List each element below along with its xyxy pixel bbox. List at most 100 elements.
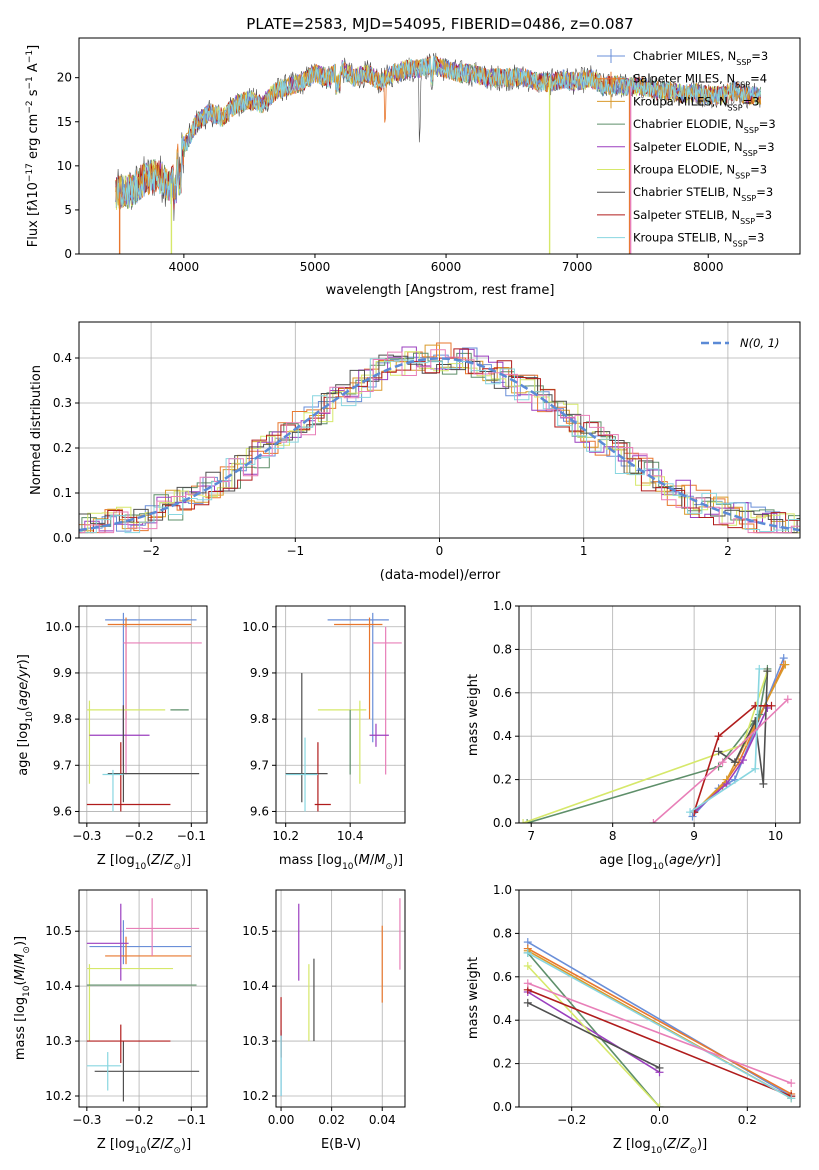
y-tick-label: 10.0 <box>45 620 72 634</box>
legend-label-tail: =3 <box>755 208 772 222</box>
legend-label-tail: =3 <box>758 140 775 154</box>
histogram-series <box>79 348 800 534</box>
x-tick-label: 0.04 <box>369 1113 396 1127</box>
spectrum-xlabel: wavelength [Angstrom, rest frame] <box>326 283 555 298</box>
x-tick-label: 0.00 <box>268 1113 295 1127</box>
legend-label-sub: SSP <box>736 58 751 67</box>
spectrum-ylabel: Flux [fλ10−17 erg cm−2 s−1 A−1] <box>25 45 41 247</box>
age-z-ylabel: age [log10(age/yr)] <box>16 654 35 776</box>
mass-z-xlabel: Z [log10(Z/Z⊙)] <box>97 1137 191 1156</box>
axes-frame <box>518 605 801 824</box>
legend-label-tail: =3 <box>743 94 760 108</box>
y-tick-label: 10.2 <box>242 1089 269 1103</box>
y-tick-label: 10 <box>57 159 72 173</box>
y-tick-label: 0 <box>64 247 72 261</box>
mass-vs-metallicity-panel: −0.3 −0.2 −0.1 10.2 10.3 10.4 10.5 <box>45 889 208 1127</box>
y-tick-label: 9.6 <box>250 804 269 818</box>
y-tick-label: 5 <box>64 203 72 217</box>
y-tick-label: 10.3 <box>242 1034 269 1048</box>
x-tick-label: 10.2 <box>272 829 299 843</box>
x-tick-label: 6000 <box>431 260 462 274</box>
x-tick-label: −0.2 <box>125 829 154 843</box>
histogram-ylabel: Normed distribution <box>29 365 44 495</box>
y-tick-label: 10.5 <box>45 924 72 938</box>
mass-ebv-xlabel: E(B-V) <box>321 1137 361 1152</box>
y-tick-label: 0.8 <box>493 642 512 656</box>
x-tick-label: 9 <box>690 829 698 843</box>
legend-label-sub: SSP <box>744 126 759 135</box>
x-tick-label: 2 <box>724 544 732 558</box>
axes-frame <box>518 889 801 1108</box>
y-tick-label: 0.0 <box>493 816 512 830</box>
legend-label-sub: SSP <box>735 171 750 180</box>
y-tick-label: 10.2 <box>45 1089 72 1103</box>
legend-label-tail: =3 <box>751 49 768 63</box>
x-tick-label: 1 <box>580 544 588 558</box>
x-tick-label: −1 <box>286 544 304 558</box>
y-tick-label: 0.6 <box>493 686 512 700</box>
x-tick-label: 4000 <box>169 260 200 274</box>
axes-frame <box>78 37 801 255</box>
axes-frame <box>275 605 406 824</box>
y-tick-label: 20 <box>57 71 72 85</box>
y-tick-label: 0.1 <box>53 486 72 500</box>
x-tick-label: 0 <box>436 544 444 558</box>
age-z-xlabel: Z [log10(Z/Z⊙)] <box>97 853 191 872</box>
y-tick-label: 9.9 <box>250 666 269 680</box>
y-tick-label: 9.7 <box>53 758 72 772</box>
y-tick-label: 0.4 <box>493 1013 512 1027</box>
x-tick-label: −0.1 <box>177 829 206 843</box>
histogram-xlabel: (data-model)/error <box>380 568 501 583</box>
y-tick-label: 9.8 <box>250 712 269 726</box>
y-tick-label: 15 <box>57 115 72 129</box>
y-tick-label: 0.2 <box>493 1057 512 1071</box>
histogram-series <box>79 351 800 534</box>
y-tick-label: 1.0 <box>493 599 512 613</box>
mw-z-xlabel: Z [log10(Z/Z⊙)] <box>613 1137 707 1156</box>
y-tick-label: 0.6 <box>493 970 512 984</box>
mw-age-ylabel: mass weight <box>466 674 481 756</box>
axes-frame <box>78 321 801 539</box>
mass-weight-series <box>527 947 792 1095</box>
errorbar-marks <box>86 898 200 1102</box>
mass-weight-series <box>527 982 792 1084</box>
mass-weight-series <box>527 989 792 1097</box>
legend-label: Salpeter ELODIE, NSSP=3 <box>633 140 775 158</box>
axes-frame <box>78 605 208 824</box>
spectrum-lines <box>115 52 762 254</box>
legend-label: Chabrier MILES, NSSP=3 <box>633 49 768 67</box>
mass-weight-vs-metallicity-panel: −0.2 0.0 0.2 0.0 0.2 0.4 0.6 0.8 1.0 <box>493 883 801 1127</box>
y-tick-label: 0.0 <box>493 1100 512 1114</box>
histogram-series <box>79 344 800 534</box>
mass-weight-series <box>527 952 792 1100</box>
x-tick-label: 10.4 <box>337 829 364 843</box>
y-tick-label: 0.2 <box>493 773 512 787</box>
mass-weight-lines <box>519 654 792 823</box>
x-tick-label: 8000 <box>693 260 724 274</box>
errorbar-marks <box>285 612 402 812</box>
mass-vs-ebv-panel: 0.00 0.02 0.04 10.2 10.3 10.4 10.5 <box>242 889 406 1127</box>
spectrum-panel: 4000 5000 6000 7000 8000 0 5 10 15 20 Chabrier MIL… <box>57 37 801 274</box>
y-tick-label: 0.3 <box>53 396 72 410</box>
mass-weight-series <box>527 991 660 1073</box>
histogram-lines <box>79 342 800 534</box>
y-tick-label: 10.4 <box>242 979 269 993</box>
histogram-series <box>79 354 800 534</box>
legend-label-sub: SSP <box>743 148 758 157</box>
x-tick-label: 10 <box>768 829 783 843</box>
x-tick-label: 7000 <box>562 260 593 274</box>
x-tick-label: 0.02 <box>318 1113 345 1127</box>
y-tick-label: 9.8 <box>53 712 72 726</box>
mass-weight-vs-age-panel: 7 8 9 10 0.0 0.2 0.4 0.6 0.8 1.0 <box>493 599 801 843</box>
mass-weight-series <box>527 952 661 1107</box>
histogram-series <box>79 358 800 534</box>
y-tick-label: 10.5 <box>242 924 269 938</box>
y-tick-label: 9.9 <box>53 666 72 680</box>
y-tick-label: 9.6 <box>53 804 72 818</box>
legend-label-sub: SSP <box>733 239 748 248</box>
mw-age-xlabel: age [log10(age/yr)] <box>599 853 721 872</box>
x-tick-label: 0.2 <box>738 1113 757 1127</box>
legend-label: Salpeter STELIB, NSSP=3 <box>633 208 772 226</box>
x-tick-label: 8 <box>609 829 617 843</box>
